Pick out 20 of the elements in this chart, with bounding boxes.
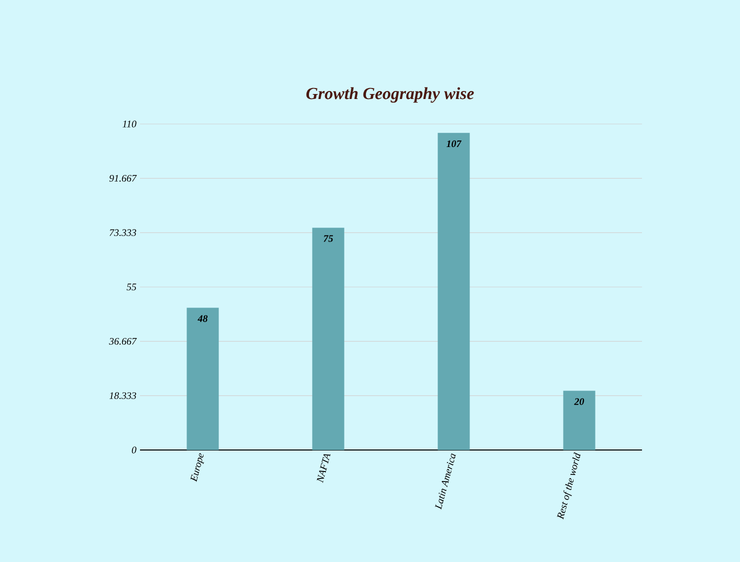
x-tick-label: Rest of the world xyxy=(557,452,581,520)
y-tick-label: 91.667 xyxy=(109,174,137,182)
y-tick-label: 36.667 xyxy=(109,338,137,345)
data-label: 107 xyxy=(446,140,462,148)
y-tick-label: 110 xyxy=(122,120,136,128)
y-tick-label: 55 xyxy=(126,284,136,290)
data-label: 20 xyxy=(574,398,584,405)
chart-title: Growth Geography wise xyxy=(306,87,474,103)
bar xyxy=(312,228,344,450)
y-tick-label: 18.333 xyxy=(109,392,136,400)
bar xyxy=(563,390,596,450)
x-tick-label: Europe xyxy=(190,453,204,482)
y-tick-label: 0 xyxy=(132,446,136,454)
bar xyxy=(186,308,219,450)
x-tick-label: Latin America xyxy=(435,453,456,510)
y-tick-label: 73.333 xyxy=(110,229,136,236)
data-label: 75 xyxy=(324,235,333,242)
x-tick-label: NAFTA xyxy=(316,454,331,484)
data-label: 48 xyxy=(198,315,208,322)
bar xyxy=(438,132,470,450)
